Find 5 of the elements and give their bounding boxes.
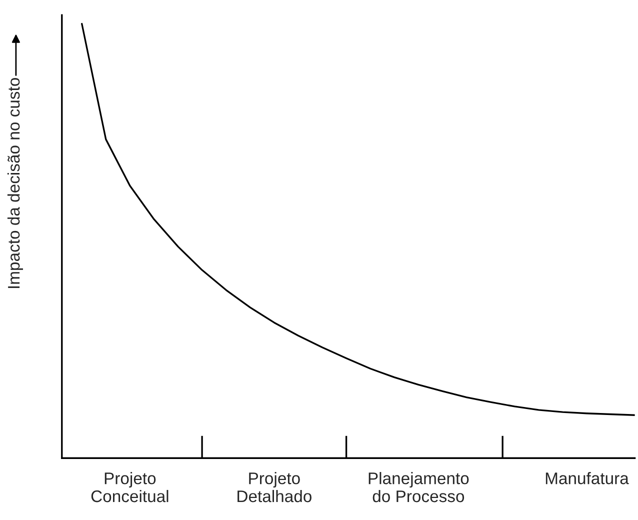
x-tick-label: Projeto Detalhado	[238, 472, 312, 502]
y-axis-title: Impacto da decisão no custo	[7, 78, 23, 288]
x-tick-label: Manufatura	[546, 472, 629, 484]
x-tick-label: Planejamento do Processo	[368, 472, 469, 502]
x-tick-label: Projeto Conceitual	[91, 472, 168, 502]
